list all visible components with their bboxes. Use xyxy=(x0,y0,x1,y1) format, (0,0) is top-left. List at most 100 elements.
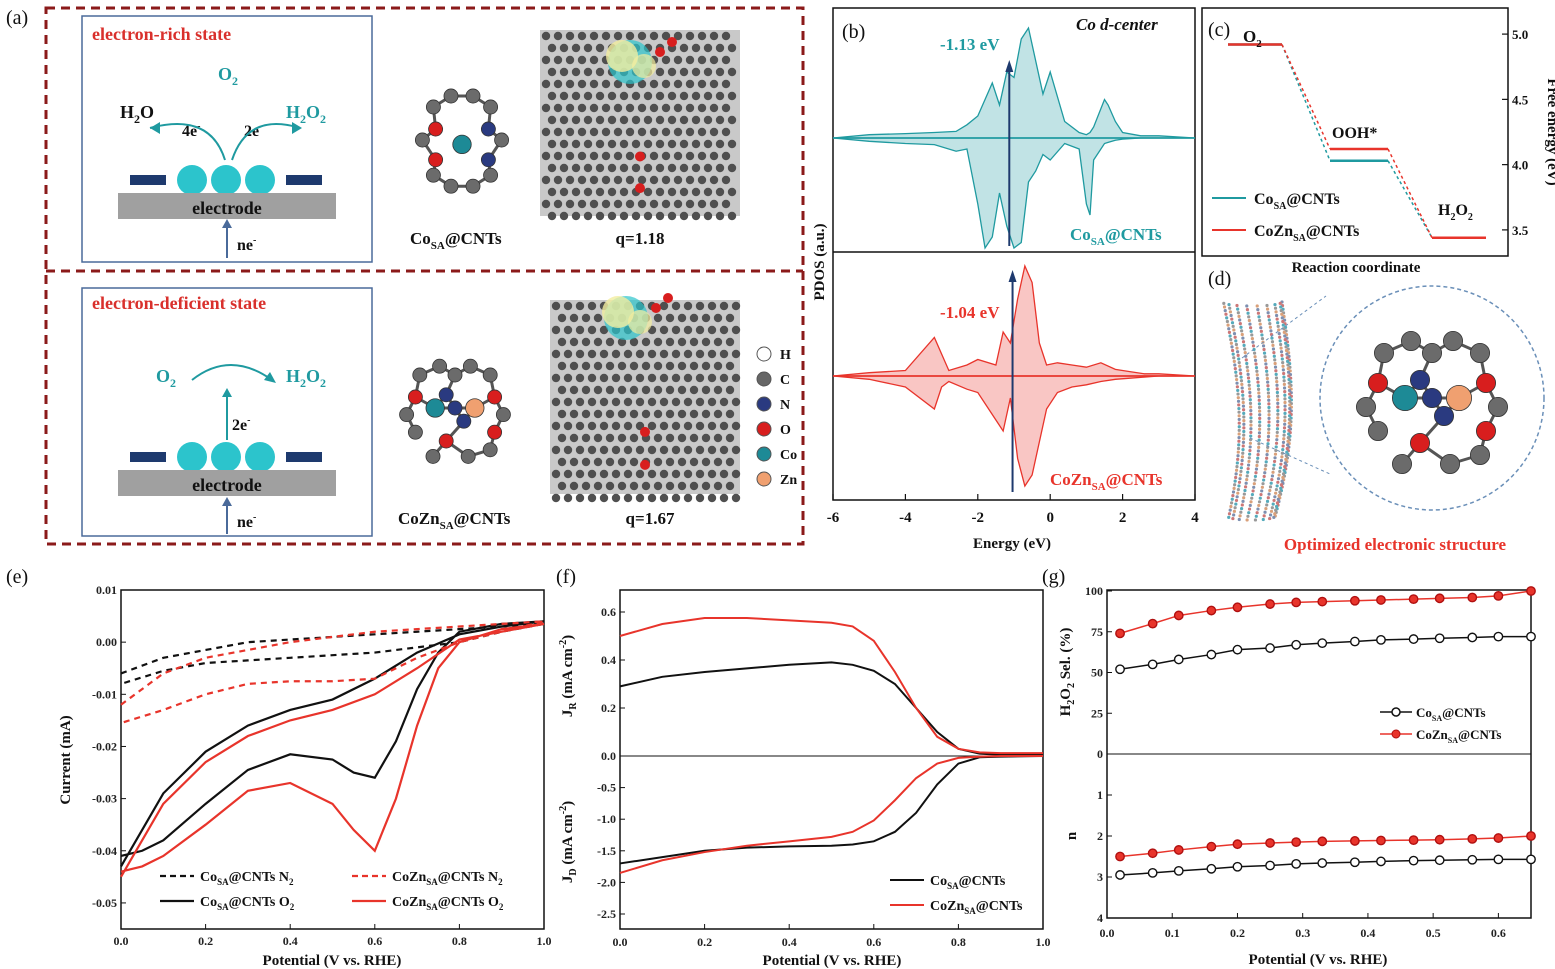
q-bottom-label: q=1.67 xyxy=(626,509,675,528)
nanotube-atom xyxy=(1280,455,1284,459)
lattice-atom xyxy=(551,421,561,431)
atom-c xyxy=(1401,330,1422,351)
nanotube-atom xyxy=(1249,409,1253,413)
legend-swatch-c xyxy=(756,371,772,387)
lattice-atom xyxy=(713,313,723,323)
lattice-atom xyxy=(665,409,675,419)
lattice-atom xyxy=(571,139,581,149)
nanotube-atom xyxy=(1248,322,1252,326)
oxygen-atom xyxy=(635,151,645,162)
nanotube-atom xyxy=(1248,398,1252,402)
bottom-electrode-label: electrode xyxy=(192,475,262,495)
atom-o xyxy=(428,152,444,168)
lattice-atom xyxy=(677,361,687,371)
legend-swatch-o xyxy=(756,421,772,437)
nanotube-atom xyxy=(1239,469,1243,474)
atom-zn xyxy=(465,398,485,418)
nanotube-atom xyxy=(1276,398,1280,402)
nanotube-atom xyxy=(1236,388,1240,393)
n-marker-1 xyxy=(1493,833,1504,843)
lattice-atom xyxy=(647,493,657,503)
nanotube-atom xyxy=(1253,478,1257,482)
nanotube-atom xyxy=(1242,343,1246,347)
nanotube-atom xyxy=(1236,396,1240,400)
panel-f-frame xyxy=(619,589,1044,930)
bottom-atom-3 xyxy=(245,442,275,472)
nanotube-atom xyxy=(1241,340,1246,344)
nanotube-atom xyxy=(1282,429,1286,434)
lattice-atom xyxy=(551,373,561,383)
lattice-atom xyxy=(725,409,735,419)
fe-connector-0-0 xyxy=(1281,44,1331,162)
nanotube-atom xyxy=(1268,513,1273,517)
n-marker-1 xyxy=(1291,837,1302,848)
bottom-atom-1 xyxy=(177,442,207,472)
lattice-atom xyxy=(595,211,605,221)
nanotube-atom xyxy=(1249,416,1253,420)
atom-n xyxy=(480,152,496,168)
sel-marker-1 xyxy=(1467,592,1478,603)
lattice-atom xyxy=(635,373,645,383)
nanotube-atom xyxy=(1245,307,1250,312)
nanotube-atom xyxy=(1229,313,1233,318)
fe-ytick-label: 3.5 xyxy=(1512,223,1529,238)
nanotube-atom xyxy=(1232,359,1236,364)
pdos-top-plot xyxy=(832,26,1196,250)
nanotube-atom xyxy=(1283,419,1287,423)
nanotube-atom xyxy=(1240,390,1245,394)
lattice-atom xyxy=(607,115,617,125)
lattice-atom xyxy=(685,199,695,209)
rrde-legend-co-label: CoSA@CNTs xyxy=(930,874,1006,891)
nanotube-atom xyxy=(1237,517,1241,522)
lattice-atom xyxy=(613,127,623,137)
nanotube-atom xyxy=(1233,363,1237,367)
lattice-atom xyxy=(673,151,683,161)
lattice-atom xyxy=(605,337,615,347)
nanotube-atom xyxy=(1235,303,1239,308)
top-carbon-bar-left xyxy=(130,175,166,185)
lattice-atom xyxy=(599,493,609,503)
lattice-atom xyxy=(557,337,567,347)
lattice-atom xyxy=(653,313,663,323)
nanotube-atom xyxy=(1228,334,1232,338)
lattice-atom xyxy=(577,175,587,185)
nanotube-atom xyxy=(1263,510,1267,514)
nanotube-atom xyxy=(1248,394,1252,398)
atom-c xyxy=(432,358,448,374)
nanotube-atom xyxy=(1274,445,1278,449)
top-h2o-label: H2O xyxy=(120,102,154,126)
lattice-atom xyxy=(677,481,687,491)
lattice-atom xyxy=(725,313,735,323)
n-marker-1 xyxy=(1349,836,1360,846)
nanotube-atom xyxy=(1284,348,1289,353)
rrde-xlabel: Potential (V vs. RHE) xyxy=(763,953,902,969)
nanotube-atom xyxy=(1235,385,1239,389)
nanotube-atom xyxy=(1262,351,1267,355)
cv-ylabel: Current (mA) xyxy=(58,715,74,804)
fe-connector-1-1 xyxy=(1387,148,1433,239)
nanotube-atom xyxy=(1237,410,1241,414)
nanotube-atom xyxy=(1275,430,1279,435)
lattice-atom xyxy=(581,433,591,443)
lattice-atom xyxy=(553,151,563,161)
nanotube-atom xyxy=(1231,348,1235,353)
sel-xtick-label: 0.3 xyxy=(1295,926,1310,940)
lattice-atom xyxy=(611,421,621,431)
lattice-atom xyxy=(617,481,627,491)
lattice-atom xyxy=(565,151,575,161)
nanotube-atom xyxy=(1249,427,1253,431)
lattice-atom xyxy=(727,115,737,125)
nanotube-atom xyxy=(1234,370,1238,374)
lattice-atom xyxy=(685,55,695,65)
oxygen-atom xyxy=(640,426,650,437)
nanotube-atom xyxy=(1285,356,1289,360)
nanotube-atom xyxy=(1283,415,1287,419)
lattice-atom xyxy=(611,373,621,383)
legend-swatch-n xyxy=(756,396,772,412)
nanotube-atom xyxy=(1285,352,1289,356)
sel-marker-1 xyxy=(1376,595,1386,605)
lattice-atom xyxy=(581,481,591,491)
lattice-atom xyxy=(677,313,687,323)
nanotube-atom xyxy=(1257,442,1261,446)
lattice-atom xyxy=(563,445,573,455)
